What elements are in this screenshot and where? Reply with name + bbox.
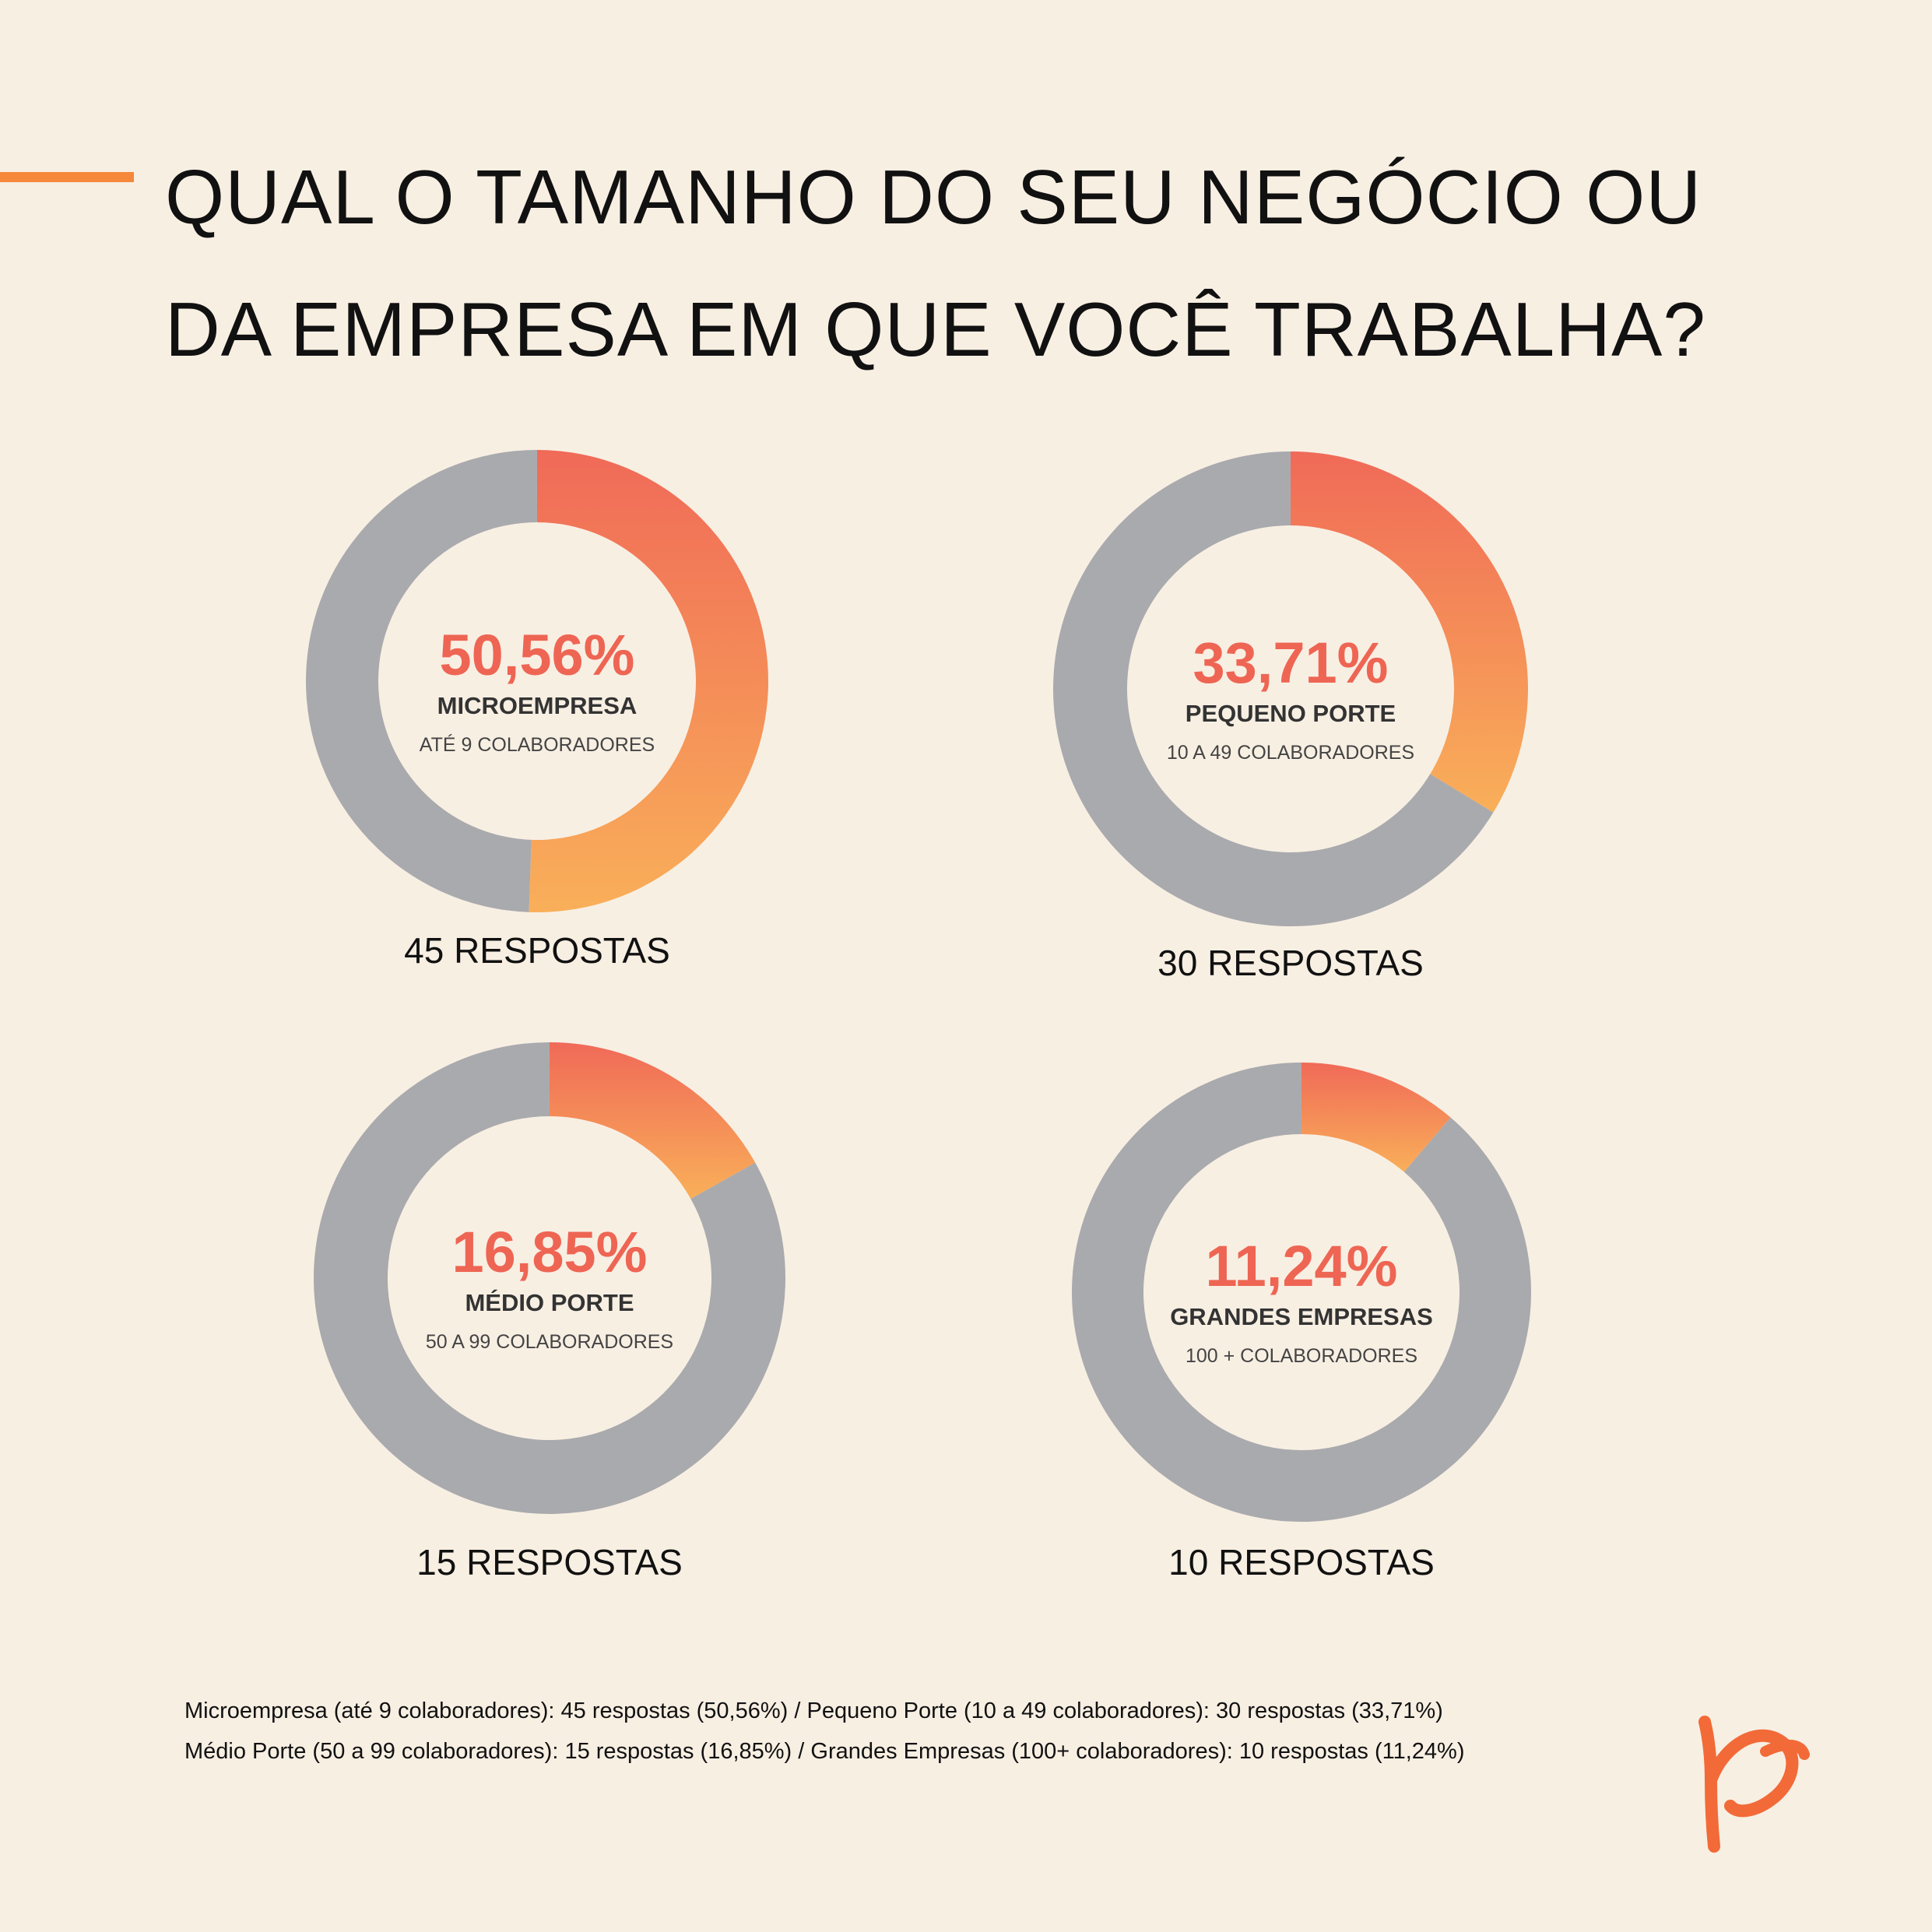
category-label-pequeno-porte: PEQUENO PORTE — [1186, 700, 1396, 727]
responses-label-grandes-empresas: 10 RESPOSTAS — [1168, 1542, 1435, 1582]
slice-medio-porte — [550, 1042, 756, 1200]
percent-label-microempresa: 50,56% — [440, 623, 635, 687]
slice-remainder-medio-porte — [314, 1042, 786, 1515]
title-line-2: DA EMPRESA EM QUE VOCÊ TRABALHA? — [165, 286, 1706, 372]
category-label-microempresa: MICROEMPRESA — [437, 692, 638, 719]
title-line-1: QUAL O TAMANHO DO SEU NEGÓCIO OU — [165, 154, 1702, 240]
donut-chart-grandes-empresas: 11,24% GRANDES EMPRESAS 100 + COLABORADORE… — [1071, 1063, 1531, 1582]
donut-chart-medio-porte: 16,85% MÉDIO PORTE 50 A 99 COLABORADORES 15… — [314, 1042, 786, 1582]
category-label-medio-porte: MÉDIO PORTE — [465, 1289, 634, 1316]
responses-label-pequeno-porte: 30 RESPOSTAS — [1157, 943, 1424, 983]
percent-label-grandes-empresas: 11,24% — [1206, 1234, 1398, 1298]
subtitle-label-microempresa: ATÉ 9 COLABORADORES — [420, 733, 655, 756]
title-accent-line — [0, 172, 134, 182]
footer-line-2: Médio Porte (50 a 99 colaboradores): 15 … — [184, 1739, 1465, 1764]
slice-remainder-grandes-empresas — [1071, 1063, 1531, 1522]
page-title: QUAL O TAMANHO DO SEU NEGÓCIO OU DA EMPR… — [165, 131, 1706, 395]
responses-label-medio-porte: 15 RESPOSTAS — [416, 1542, 683, 1582]
slice-grandes-empresas — [1301, 1063, 1451, 1172]
donut-chart-pequeno-porte: 33,71% PEQUENO PORTE 10 A 49 COLABORADORES… — [1053, 451, 1528, 983]
percent-label-medio-porte: 16,85% — [452, 1220, 648, 1284]
footer-line-1: Microempresa (até 9 colaboradores): 45 r… — [184, 1698, 1443, 1723]
footer-summary: Microempresa (até 9 colaboradores): 45 r… — [184, 1691, 1464, 1772]
slice-remainder-microempresa — [305, 450, 537, 912]
brand-p-logo-icon — [1698, 1716, 1810, 1853]
slice-microempresa — [529, 450, 768, 912]
subtitle-label-grandes-empresas: 100 + COLABORADORES — [1186, 1345, 1417, 1367]
subtitle-label-medio-porte: 50 A 99 COLABORADORES — [426, 1331, 673, 1353]
slice-pequeno-porte — [1291, 451, 1528, 813]
donut-chart-microempresa: 50,56% MICROEMPRESA ATÉ 9 COLABORADORES 45 … — [305, 450, 768, 971]
slice-remainder-pequeno-porte — [1053, 451, 1494, 926]
category-label-grandes-empresas: GRANDES EMPRESAS — [1170, 1303, 1433, 1330]
responses-label-microempresa: 45 RESPOSTAS — [404, 930, 670, 971]
subtitle-label-pequeno-porte: 10 A 49 COLABORADORES — [1167, 742, 1414, 764]
percent-label-pequeno-porte: 33,71% — [1193, 631, 1389, 695]
